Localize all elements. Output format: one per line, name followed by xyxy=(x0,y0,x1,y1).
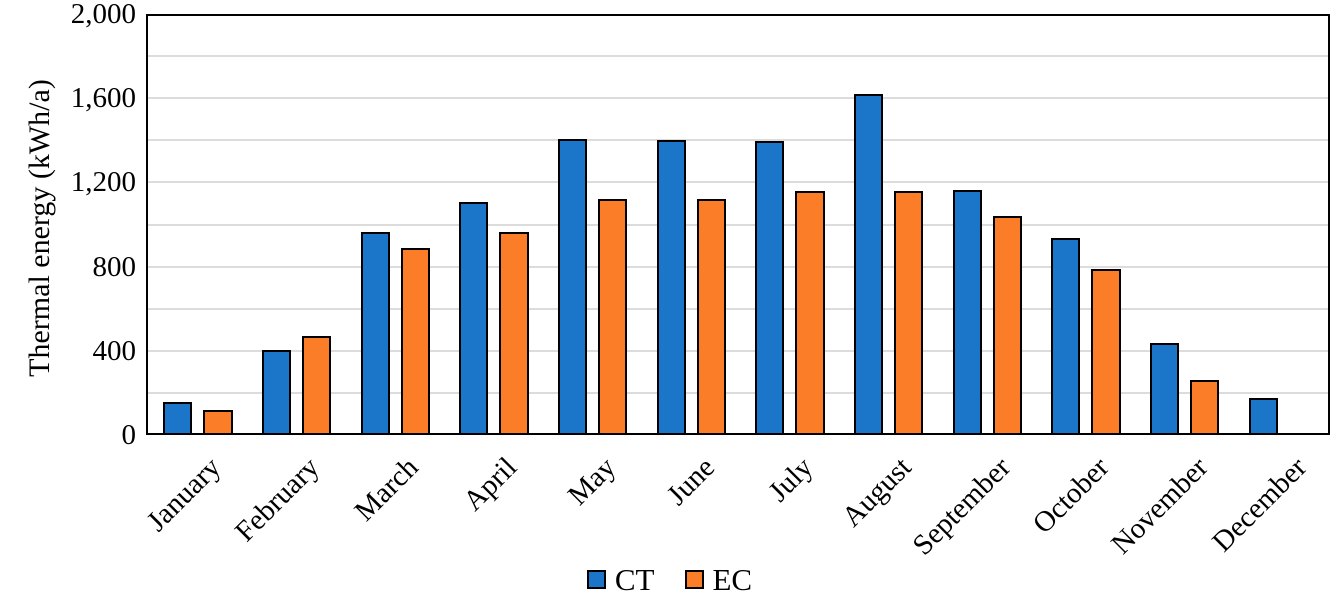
xtick-december: December xyxy=(1205,451,1313,559)
xtick-march: March xyxy=(348,451,425,528)
bar-ec-february xyxy=(302,336,332,435)
legend: CT EC xyxy=(0,564,1339,595)
bar-ec-april xyxy=(499,231,529,435)
xtick-may: May xyxy=(561,451,622,512)
y-axis-title: Thermal energy (kWh/a) xyxy=(23,79,56,377)
ytick-2000: 2,000 xyxy=(70,0,136,30)
legend-swatch-ct xyxy=(586,570,606,589)
ytick-1600: 1,600 xyxy=(70,82,136,115)
gridline-1800 xyxy=(146,55,1330,58)
xtick-october: October xyxy=(1026,451,1116,540)
bar-ec-november xyxy=(1190,380,1220,435)
xtick-august: August xyxy=(836,451,918,534)
bar-ec-august xyxy=(894,190,924,435)
ytick-1200: 1,200 xyxy=(70,166,136,199)
bar-ct-february xyxy=(261,349,292,435)
legend-swatch-ec xyxy=(684,570,704,589)
bar-ct-october xyxy=(1051,238,1081,435)
gridline-200 xyxy=(146,391,1330,394)
bar-ct-november xyxy=(1149,343,1180,435)
legend-item-ct: CT xyxy=(586,562,655,597)
gridline-600 xyxy=(146,307,1330,310)
bar-ec-october xyxy=(1091,268,1121,435)
gridline-1600 xyxy=(146,97,1330,100)
bar-ct-august xyxy=(853,94,884,435)
legend-item-ec: EC xyxy=(684,562,753,597)
bar-ct-september xyxy=(952,189,982,435)
xtick-january: January xyxy=(140,451,228,538)
bar-ec-january xyxy=(203,409,233,435)
plot-area xyxy=(146,14,1330,435)
ytick-0: 0 xyxy=(121,419,137,451)
xtick-july: July xyxy=(762,451,820,509)
bar-ec-may xyxy=(598,199,628,435)
gridline-1400 xyxy=(146,139,1330,142)
xtick-april: April xyxy=(457,451,524,518)
ytick-400: 400 xyxy=(92,334,137,367)
gridline-1000 xyxy=(146,223,1330,226)
legend-label-ec: EC xyxy=(712,562,753,597)
bar-ct-december xyxy=(1248,398,1278,435)
bar-ct-july xyxy=(755,141,785,435)
ytick-800: 800 xyxy=(92,250,137,283)
bar-ec-june xyxy=(696,199,726,435)
legend-label-ct: CT xyxy=(614,562,655,597)
bar-ct-april xyxy=(459,202,489,435)
xtick-february: February xyxy=(229,451,326,548)
bar-ct-may xyxy=(557,139,588,435)
bar-ct-march xyxy=(360,231,390,435)
bar-ct-january xyxy=(163,402,193,435)
xtick-september: September xyxy=(906,451,1017,562)
bar-ct-june xyxy=(656,140,686,435)
xtick-november: November xyxy=(1104,451,1214,561)
bar-ec-march xyxy=(400,247,430,435)
gridline-1200 xyxy=(146,181,1330,184)
bar-ec-july xyxy=(795,190,825,435)
gridline-800 xyxy=(146,265,1330,268)
xtick-june: June xyxy=(660,451,721,512)
gridline-400 xyxy=(146,349,1330,352)
bar-ec-september xyxy=(992,216,1022,435)
